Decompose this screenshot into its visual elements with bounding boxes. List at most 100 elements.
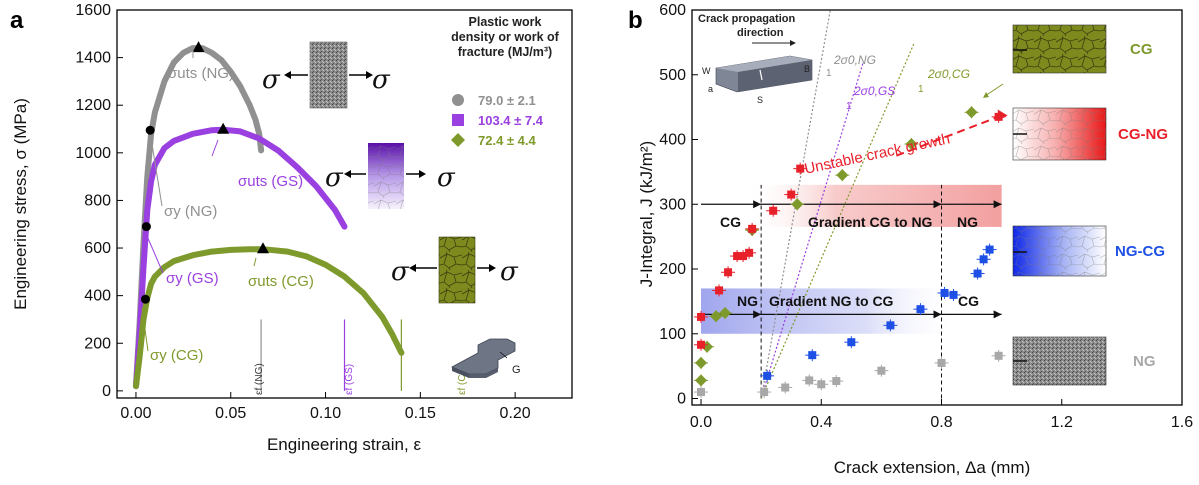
- crack-propagation-inset: Crack propagation direction W a S B: [698, 13, 813, 105]
- point-cg: [695, 356, 708, 369]
- panel-a-ylabel: Engineering stress, σ (MPa): [11, 98, 30, 310]
- point-cg: [695, 374, 708, 387]
- x-tick-label: 1.6: [1171, 414, 1193, 431]
- uts-gs-label: σuts (GS): [238, 173, 303, 190]
- y-tick-label: 100: [659, 326, 686, 343]
- inset-w-label: W: [702, 66, 711, 76]
- point-ng-cg: [916, 305, 925, 314]
- ef-cg-label: εf (CG): [457, 363, 468, 395]
- point-cg-ng: [697, 340, 706, 349]
- sigma-ng-right: σ: [372, 65, 391, 95]
- point-ng: [781, 383, 790, 392]
- sigma-arrowhead-left: [344, 170, 351, 178]
- point-ng: [760, 388, 769, 397]
- specimen-gauge-label: G: [512, 364, 521, 376]
- sample-label-ng-cg: NG-CG: [1115, 243, 1165, 260]
- point-ng: [877, 366, 886, 375]
- ef-gs-label: εf (GS): [344, 364, 355, 395]
- point-cg-ng: [745, 248, 754, 257]
- point-ng-cg: [847, 338, 856, 347]
- panel-b-letter: b: [628, 7, 643, 34]
- legend-value-gs: 103.4 ± 7.4: [478, 113, 544, 128]
- fracture-strain-lines: [260, 319, 402, 391]
- x-tick-label: 1.2: [1051, 414, 1073, 431]
- panel-b-xlabel: Crack extension, Δa (mm): [834, 458, 1031, 477]
- sigma-arrowhead-right: [366, 71, 373, 79]
- point-ng: [805, 376, 814, 385]
- point-cg-ng: [739, 252, 748, 261]
- x-tick-label: 0.10: [310, 405, 341, 422]
- swatch-cg: [1012, 24, 1107, 74]
- legend-title-line1: Plastic work: [469, 15, 542, 29]
- point-ng: [994, 351, 1003, 360]
- point-cg-ng: [748, 224, 757, 233]
- point-ng-cg: [886, 321, 895, 330]
- dogbone-specimen-icon: G: [451, 338, 521, 378]
- y-tick-label: 0: [677, 391, 686, 408]
- point-cg-ng: [769, 206, 778, 215]
- slope-cg-one: 1: [918, 84, 924, 95]
- y-tick-label: 200: [84, 335, 111, 352]
- y-tick-label: 600: [659, 2, 686, 19]
- crack-label-line1: Crack propagation: [698, 13, 795, 25]
- sigma-arrowhead-left: [284, 71, 291, 79]
- upper-region-left: CG: [720, 214, 741, 230]
- unstable-crack-growth-label: Unstable crack growth: [803, 130, 952, 177]
- curve-gs: [133, 126, 348, 390]
- yield-marker-cg: [140, 294, 150, 304]
- x-tick-label: 0.8: [930, 414, 952, 431]
- upper-arrowhead: [753, 200, 762, 209]
- y-ng-label: σy (NG): [164, 203, 217, 220]
- legend-title-line2: density or work of: [451, 30, 559, 44]
- crack-label-line2: direction: [737, 27, 784, 39]
- lower-region-right: CG: [958, 293, 979, 309]
- panel-a-xlabel: Engineering strain, ε: [267, 435, 421, 454]
- x-tick-label: 0.0: [690, 414, 712, 431]
- sigma-cg-right: σ: [500, 257, 519, 287]
- point-cg-ng: [697, 312, 706, 321]
- legend-marker-ng: [452, 94, 464, 106]
- y-cg-label: σy (CG): [150, 347, 203, 364]
- point-cg: [905, 138, 918, 151]
- sigma-ng-left: σ: [262, 65, 281, 95]
- sigma-arrowhead-right: [419, 170, 426, 178]
- slope-cg-label: 2σ0,CG: [927, 67, 970, 81]
- yield-marker-ng: [145, 125, 155, 135]
- point-ng-cg: [985, 245, 994, 254]
- point-cg: [836, 169, 849, 182]
- point-cg: [791, 198, 804, 211]
- point-cg-ng: [994, 112, 1003, 121]
- y-tick-label: 200: [659, 261, 686, 278]
- point-cg-ng: [715, 286, 724, 295]
- x-tick-label: 0.20: [500, 405, 531, 422]
- inset-a-label: a: [708, 84, 713, 94]
- upper-arrowhead: [933, 200, 942, 209]
- sample-swatches: CG CG-NG NG-CG NG: [983, 24, 1168, 386]
- panel-a-plot-frame: [116, 9, 573, 399]
- panel-b-ticks: 0.0 0.4 0.8 1.2 1.6 0 100 200 300 400 500 600: [659, 2, 1193, 431]
- upper-arrowhead: [993, 200, 1002, 209]
- sigma-arrowhead-left: [409, 264, 416, 272]
- lower-arrowhead: [753, 310, 762, 319]
- y-tick-label: 1200: [75, 97, 111, 114]
- legend-marker-gs: [452, 114, 464, 126]
- point-cg: [965, 106, 978, 119]
- x-tick-label: 0.15: [405, 405, 436, 422]
- y-tick-label: 400: [84, 288, 111, 305]
- lower-arrowhead: [933, 310, 942, 319]
- lower-band: [701, 288, 957, 334]
- y-tick-label: 1000: [75, 145, 111, 162]
- blunting-line-cg: [760, 42, 916, 399]
- sigma-arrows: [284, 71, 496, 272]
- panel-a-ticks: 0.00 0.05 0.10 0.15 0.20 0 200 400 600 800 1000 120…: [75, 2, 530, 422]
- uts-marker-ng: [192, 41, 205, 53]
- slope-ng-label: 2σ0,NG: [833, 53, 876, 67]
- upper-region-mid: Gradient CG to NG: [808, 214, 933, 230]
- legend-title-line3: fracture (MJ/m³): [458, 45, 552, 59]
- y-tick-label: 1600: [75, 2, 111, 19]
- y-tick-label: 0: [102, 383, 111, 400]
- point-ng-cg: [763, 371, 772, 380]
- uts-cg-label: σuts (CG): [248, 273, 314, 290]
- panel-a-letter: a: [10, 7, 24, 34]
